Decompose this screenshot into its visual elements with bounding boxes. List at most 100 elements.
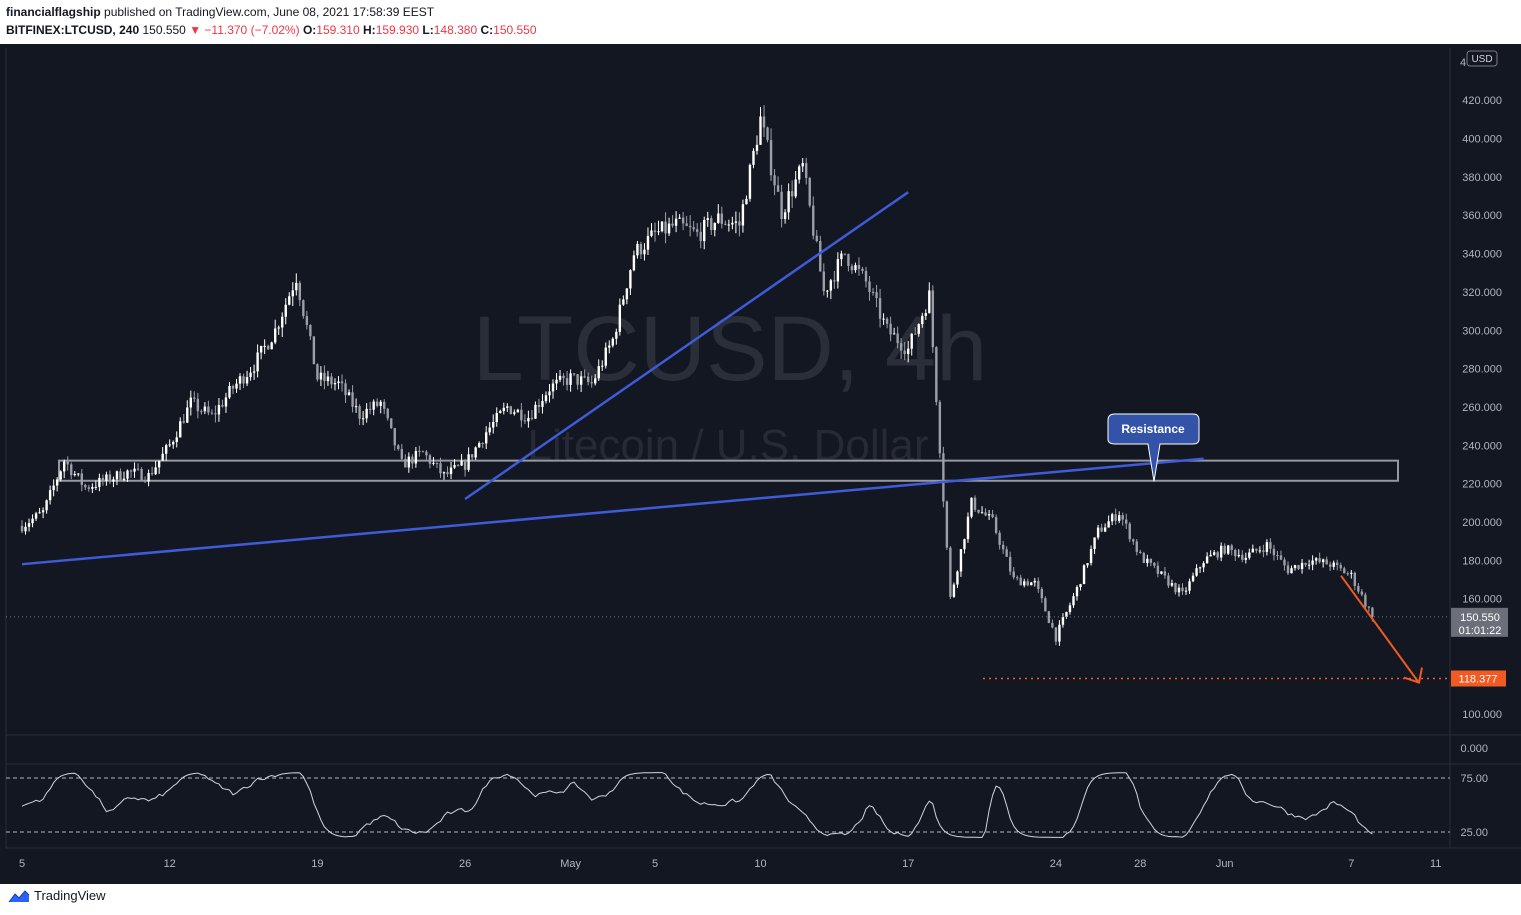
candle-body bbox=[1223, 545, 1226, 554]
candle-body bbox=[938, 402, 942, 454]
candle-body bbox=[1174, 583, 1177, 593]
candle-body bbox=[1026, 581, 1029, 586]
candle-body bbox=[794, 179, 797, 197]
candle-body bbox=[864, 270, 868, 282]
time-axis[interactable]: 5 12 19 26 May 5 10 17 24 28 Jun 7 11 bbox=[19, 858, 1441, 870]
candle-body bbox=[1283, 559, 1286, 566]
candle-body bbox=[1149, 558, 1153, 563]
candle-body bbox=[460, 460, 463, 466]
candle-body bbox=[231, 385, 235, 389]
candle-body bbox=[456, 465, 460, 467]
candle-body bbox=[495, 412, 498, 422]
candle-body bbox=[1357, 586, 1360, 592]
candle-body bbox=[432, 462, 435, 464]
candle-body bbox=[748, 164, 752, 199]
candle-body bbox=[819, 240, 822, 272]
candle-body bbox=[119, 471, 122, 480]
candle-body bbox=[1300, 562, 1304, 570]
candle-body bbox=[316, 364, 319, 380]
candle-body bbox=[295, 282, 298, 291]
candle-body bbox=[1293, 565, 1297, 569]
candle-body bbox=[288, 296, 291, 305]
candle-body bbox=[731, 222, 734, 225]
candle-body bbox=[572, 373, 576, 375]
candle-body bbox=[1096, 527, 1100, 538]
candle-body bbox=[664, 221, 667, 234]
candle-body bbox=[952, 584, 956, 597]
candle-body bbox=[235, 383, 238, 389]
price-tick-label: 260.000 bbox=[1462, 402, 1502, 414]
candle-body bbox=[1311, 560, 1314, 565]
candle-body bbox=[608, 345, 611, 348]
candle-body bbox=[1132, 539, 1135, 542]
candle-body bbox=[660, 221, 664, 232]
candlestick-chart[interactable]: LTCUSD, 4h Litecoin / U.S. Dollar Resist… bbox=[0, 44, 1521, 884]
candle-body bbox=[228, 385, 231, 398]
candle-body bbox=[270, 342, 273, 350]
candle-body bbox=[411, 456, 414, 464]
price-tick-label: 300.000 bbox=[1462, 325, 1502, 337]
candle-body bbox=[1086, 563, 1089, 566]
candle-body bbox=[1255, 548, 1258, 551]
candle-body bbox=[274, 328, 277, 343]
candle-body bbox=[632, 255, 636, 271]
target-arrow-shaft bbox=[1340, 575, 1419, 683]
candle-body bbox=[1244, 557, 1247, 560]
candle-body bbox=[1110, 514, 1114, 522]
candle-body bbox=[1188, 581, 1191, 591]
candle-body bbox=[530, 417, 534, 419]
candle-body bbox=[312, 336, 316, 365]
candle-body bbox=[470, 454, 474, 458]
candle-body bbox=[945, 501, 949, 548]
time-tick-label: 26 bbox=[459, 858, 471, 870]
candle-body bbox=[991, 514, 994, 518]
candle-body bbox=[221, 405, 224, 407]
price-tick-label: 180.000 bbox=[1462, 555, 1502, 567]
price-tick-label: 340.000 bbox=[1462, 249, 1502, 261]
candle-body bbox=[931, 290, 935, 348]
candle-body bbox=[759, 116, 762, 145]
trendline-1 bbox=[21, 457, 1204, 566]
publisher-name: financialflagship bbox=[6, 5, 101, 19]
candle-body bbox=[397, 445, 400, 450]
candle-body bbox=[783, 212, 787, 220]
candle-body bbox=[337, 381, 340, 384]
open-value: 159.310 bbox=[316, 23, 360, 37]
candle-body bbox=[685, 223, 688, 226]
price-tick-label: 280.000 bbox=[1462, 364, 1502, 376]
candle-body bbox=[1265, 542, 1269, 552]
candle-body bbox=[805, 163, 808, 179]
candle-body bbox=[84, 484, 87, 488]
candle-body bbox=[706, 218, 709, 220]
candle-body bbox=[41, 510, 45, 513]
candle-body bbox=[611, 338, 614, 346]
candle-body bbox=[541, 401, 544, 407]
close-value: 150.550 bbox=[493, 23, 537, 37]
candle-body bbox=[1160, 571, 1163, 574]
high-value: 159.930 bbox=[375, 23, 420, 37]
candle-body bbox=[808, 178, 811, 206]
candle-body bbox=[45, 500, 48, 511]
candle-body bbox=[1346, 573, 1349, 575]
resistance-zone-box bbox=[58, 459, 1399, 482]
price-axis[interactable]: 420.000 400.000 380.000 360.000 340.000 320.0… bbox=[1460, 50, 1502, 839]
candle-body bbox=[984, 512, 987, 516]
time-tick-label: 5 bbox=[19, 858, 25, 870]
candles bbox=[20, 105, 1374, 646]
candle-body bbox=[63, 461, 66, 472]
candle-body bbox=[899, 343, 903, 351]
candle-body bbox=[259, 345, 263, 353]
candle-body bbox=[773, 175, 776, 186]
candle-body bbox=[1114, 514, 1117, 521]
candle-body bbox=[59, 471, 62, 480]
candle-body bbox=[203, 406, 207, 412]
candle-body bbox=[643, 249, 646, 255]
candle-body bbox=[189, 397, 192, 408]
candle-body bbox=[717, 213, 720, 223]
candle-body bbox=[284, 304, 287, 317]
candle-body bbox=[1364, 594, 1367, 607]
candle-body bbox=[1219, 545, 1223, 558]
candle-body bbox=[1307, 564, 1311, 566]
candle-body bbox=[942, 453, 945, 502]
